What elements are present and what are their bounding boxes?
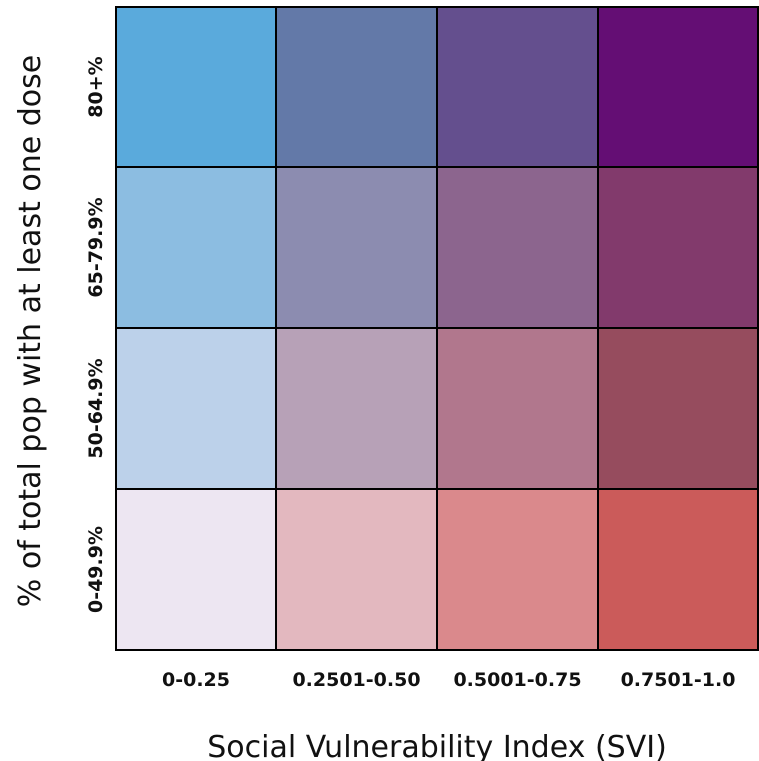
- x-tick-label-0-7501-1-0: 0.7501-1.0: [621, 669, 736, 691]
- y-tick-label-0-49-9: 0-49.9%: [85, 526, 107, 613]
- heatmap-cell-r0-c1: [275, 6, 438, 168]
- y-tick-label-65-79-9: 65-79.9%: [85, 197, 107, 297]
- x-tick-labels: 0-0.25 0.2501-0.50 0.5001-0.75 0.7501-1.0: [162, 669, 735, 691]
- heatmap-cell-r2-c1: [275, 327, 438, 490]
- heatmap-cell-r1-c1: [275, 166, 438, 329]
- heatmap-cell-r1-c0: [115, 166, 277, 329]
- heatmap-cell-r3-c0: [115, 488, 277, 651]
- heatmap-cell-r1-c2: [436, 166, 599, 329]
- x-tick-label-0-2501-0-50: 0.2501-0.50: [292, 669, 420, 691]
- heatmap-cell-r2-c2: [436, 327, 599, 490]
- heatmap-cell-r2-c3: [597, 327, 759, 490]
- heatmap-cell-r1-c3: [597, 166, 759, 329]
- heatmap-cell-r0-c2: [436, 6, 599, 168]
- x-tick-label-0-0-25: 0-0.25: [162, 669, 230, 691]
- y-axis-title: % of total pop with at least one dose: [13, 55, 48, 607]
- y-tick-labels: 80+% 65-79.9% 50-64.9% 0-49.9%: [85, 56, 107, 613]
- x-tick-label-0-5001-0-75: 0.5001-0.75: [453, 669, 581, 691]
- heatmap-cell-r2-c0: [115, 327, 277, 490]
- heatmap-cell-r0-c3: [597, 6, 759, 168]
- y-tick-label-50-64-9: 50-64.9%: [85, 358, 107, 458]
- heatmap-cell-r3-c3: [597, 488, 759, 651]
- x-axis-title: Social Vulnerability Index (SVI): [207, 730, 667, 761]
- heatmap-cells: [115, 6, 759, 651]
- heatmap-cell-r3-c2: [436, 488, 599, 651]
- heatmap-cell-r0-c0: [115, 6, 277, 168]
- y-tick-label-80: 80+%: [85, 56, 107, 117]
- heatmap-cell-r3-c1: [275, 488, 438, 651]
